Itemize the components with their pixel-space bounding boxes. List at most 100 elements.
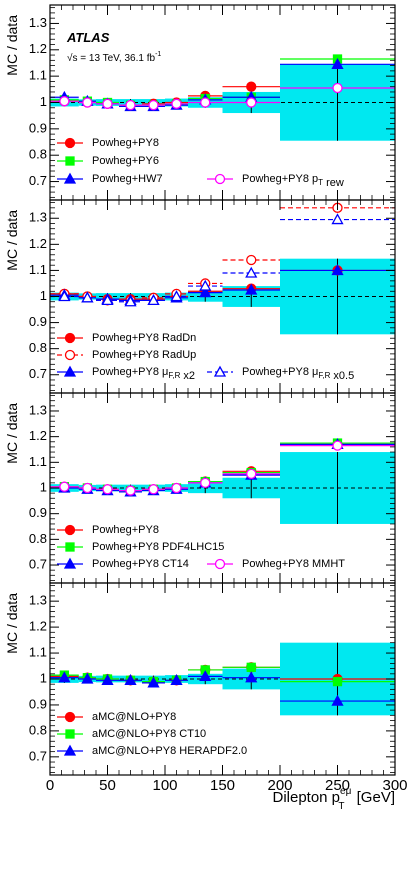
- legend-marker: [213, 365, 227, 377]
- panel-2: 0.7 0.8 0.9 1 1.1 1.2 1.3 MC / data Powheg+PY8 R…: [4, 199, 396, 394]
- y-tick-label: 0.8: [29, 722, 47, 737]
- series-4: [50, 440, 395, 496]
- legend-entry-2: aMC@NLO+PY8 CT10: [57, 728, 206, 740]
- series-4-point-5: [147, 294, 160, 306]
- y-tick-label: 1: [40, 94, 47, 109]
- panel-4: 0.7 0.8 0.9 1 1.1 1.2 1.3 MC / data aMC@NLO+PY8 a…: [4, 582, 396, 776]
- legend-marker: [63, 557, 77, 569]
- legend-entry-2: Powheg+PY8 PDF4LHC15: [57, 541, 224, 553]
- series-2-point-9: [332, 676, 343, 687]
- legend-entry-3: Powheg+PY8 μF,R x2: [57, 365, 195, 382]
- series-4-point-6: [170, 290, 183, 302]
- legend-label-1: Powheg+PY8 RadDn: [92, 332, 196, 344]
- series-4-point-8: [246, 468, 257, 480]
- series-3-point-9: [331, 57, 344, 69]
- series-4-point-2: [81, 291, 94, 303]
- y-axis-label: MC / data: [4, 403, 20, 464]
- y-tick-label: 0.8: [29, 531, 47, 546]
- legend-entry-2: Powheg+PY8 RadUp: [57, 349, 196, 361]
- series-4-point-9: [331, 213, 344, 225]
- legend-marker: [63, 744, 77, 756]
- series-4-point-4: [124, 295, 137, 307]
- series-2-point-8: [246, 254, 257, 266]
- y-tick-label: 1.1: [29, 68, 47, 83]
- series-4-point-7: [200, 97, 211, 108]
- y-tick-label: 1: [40, 670, 47, 685]
- legend-entry-3: Powheg+PY8 CT14: [57, 557, 189, 570]
- legend-marker: [63, 172, 77, 184]
- legend-marker: [65, 729, 75, 739]
- series-4-point-3: [102, 484, 113, 495]
- series-4-point-8: [245, 266, 258, 278]
- y-tick-label: 0.8: [29, 147, 47, 162]
- legend-label-3: Powheg+PY8 CT14: [92, 558, 189, 570]
- legend-entry-3: aMC@NLO+PY8 HERAPDF2.0: [57, 744, 247, 757]
- legend-marker: [63, 365, 77, 377]
- legend-marker: [64, 332, 76, 344]
- x-tick-label: 200: [267, 777, 292, 794]
- y-tick-label: 1.1: [29, 262, 47, 277]
- legend-marker: [214, 173, 226, 185]
- y-tick-label: 1.2: [29, 428, 47, 443]
- series-4-point-6: [171, 482, 182, 494]
- series-3: [50, 670, 395, 706]
- x-axis-label: Dilepton peμ T [GeV]: [272, 786, 395, 812]
- legend-entry-1: aMC@NLO+PY8: [57, 711, 176, 723]
- y-tick-label: 1.2: [29, 236, 47, 251]
- x-tick-label: 150: [210, 777, 235, 794]
- series-1-point-8: [246, 81, 257, 92]
- y-tick-label: 1.3: [29, 210, 47, 225]
- series-4-point-6: [171, 98, 182, 109]
- y-tick-label: 0.9: [29, 314, 47, 329]
- series-3-point-9: [331, 694, 344, 706]
- y-tick-label: 0.9: [29, 120, 47, 135]
- legend-label-2: Powheg+PY6: [92, 155, 159, 167]
- legend-marker: [64, 711, 76, 723]
- y-tick-label: 1.2: [29, 619, 47, 634]
- series-4-point-8: [246, 97, 257, 108]
- legend-marker: [65, 156, 75, 166]
- legend-label-2: Powheg+PY8 RadUp: [92, 349, 196, 361]
- y-tick-label: 1.1: [29, 644, 47, 659]
- y-tick-label: 0.9: [29, 505, 47, 520]
- y-axis-label: MC / data: [4, 593, 20, 654]
- series-2-point-8: [246, 662, 256, 672]
- series-3-point-6: [170, 673, 183, 685]
- legend-label-1: Powheg+PY8: [92, 524, 159, 536]
- series-3-point-4: [124, 673, 137, 685]
- series-4-point-1: [59, 481, 70, 492]
- y-axis-label: MC / data: [4, 15, 20, 76]
- series-4-point-2: [82, 482, 93, 494]
- legend-label-3: Powheg+HW7: [92, 173, 163, 185]
- y-tick-label: 1.1: [29, 454, 47, 469]
- series-3-point-7: [199, 286, 212, 298]
- legend-label-2: Powheg+PY8 PDF4LHC15: [92, 541, 224, 553]
- legend-entry-4: Powheg+PY8 μF,R x0.5: [207, 365, 354, 382]
- y-tick-label: 1.2: [29, 41, 47, 56]
- y-tick-label: 0.9: [29, 696, 47, 711]
- legend-entry-4: Powheg+PY8 pT rew: [207, 173, 344, 189]
- y-tick-label: 1.3: [29, 15, 47, 30]
- series-4-point-3: [102, 98, 113, 109]
- series-3-point-5: [147, 676, 160, 688]
- series-4-point-9: [332, 440, 343, 451]
- x-tick-label: 0: [46, 777, 54, 794]
- legend-entry-3: Powheg+HW7: [57, 172, 163, 185]
- series-4: [50, 82, 395, 111]
- y-tick-label: 1: [40, 288, 47, 303]
- y-tick-label: 0.7: [29, 556, 47, 571]
- y-tick-label: 0.7: [29, 366, 47, 381]
- legend-marker: [214, 558, 226, 570]
- series-3-point-2: [81, 672, 94, 684]
- legend-label-4: Powheg+PY8 MMHT: [242, 558, 345, 570]
- y-tick-label: 0.7: [29, 748, 47, 763]
- x-tick-label: 100: [152, 777, 177, 794]
- series-4-point-4: [125, 485, 136, 496]
- legend-label-4: Powheg+PY8 μF,R x0.5: [242, 366, 354, 382]
- x-tick-label: 50: [99, 777, 116, 794]
- legend-entry-1: Powheg+PY8 RadDn: [57, 332, 196, 344]
- legend-marker: [64, 349, 76, 361]
- series-4-point-2: [82, 97, 93, 108]
- series-4-point-7: [200, 477, 211, 489]
